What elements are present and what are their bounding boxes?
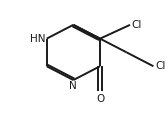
Text: Cl: Cl bbox=[155, 61, 165, 71]
Text: HN: HN bbox=[30, 34, 45, 44]
Text: O: O bbox=[96, 94, 104, 104]
Text: Cl: Cl bbox=[132, 20, 142, 30]
Text: N: N bbox=[70, 81, 77, 91]
